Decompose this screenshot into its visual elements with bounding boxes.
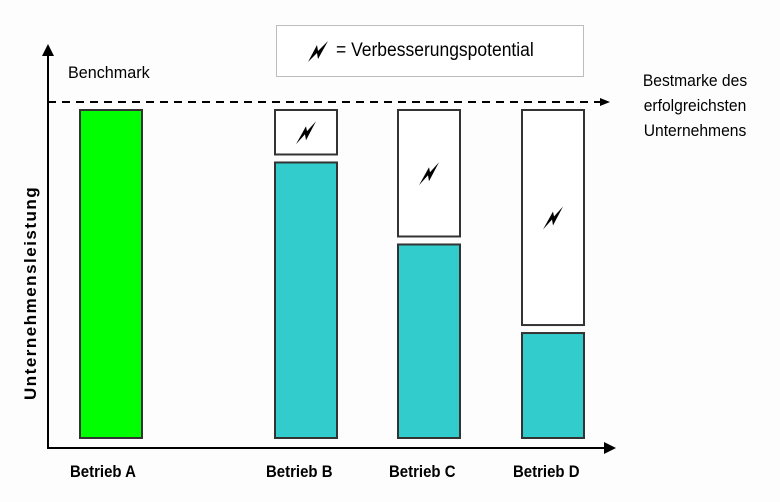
lightning-icon — [419, 162, 439, 186]
x-axis-arrow — [604, 442, 616, 454]
lightning-icon — [296, 121, 316, 145]
x-label-betrieb-d: Betrieb D — [513, 462, 580, 481]
lightning-icon — [543, 206, 563, 230]
x-label-betrieb-a: Betrieb A — [70, 462, 136, 481]
benchmark-line-arrow — [600, 98, 610, 106]
bar-betrieb-c — [397, 243, 461, 439]
benchmark-label: Benchmark — [68, 63, 150, 82]
bestmarke-line-2: erfolgreichsten — [643, 96, 747, 115]
y-axis-label: Unternehmensleistung — [21, 185, 40, 400]
bestmarke-line-3: Unternehmens — [643, 121, 747, 140]
legend-box — [276, 25, 584, 77]
bar-betrieb-b — [274, 161, 338, 439]
bar-betrieb-d — [521, 332, 585, 440]
bestmarke-line-1: Bestmarke des — [642, 71, 748, 90]
x-label-betrieb-b: Betrieb B — [266, 462, 333, 481]
bar-betrieb-a — [79, 109, 143, 439]
y-axis-arrow — [42, 44, 54, 56]
bestmarke-label: Bestmarke des erfolgreichsten Unternehme… — [621, 68, 768, 143]
legend-text: = Verbesserungspotential — [336, 40, 534, 61]
x-label-betrieb-c: Betrieb C — [389, 462, 456, 481]
lightning-icon — [308, 41, 328, 62]
